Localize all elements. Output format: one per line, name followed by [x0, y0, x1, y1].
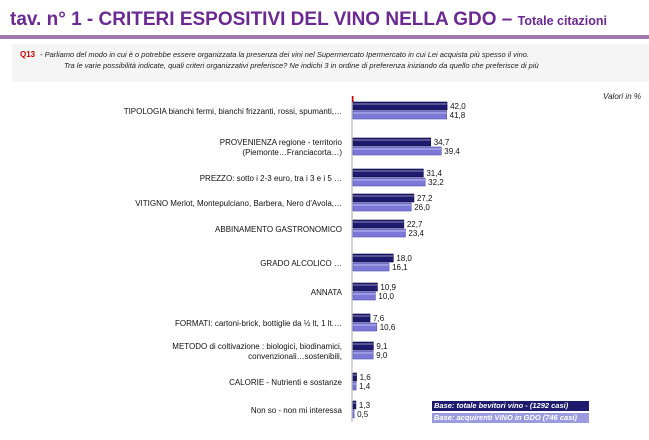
bar-highlight: [353, 352, 374, 354]
bar-highlight: [353, 148, 442, 150]
data-label-series-1: 27,2: [417, 194, 433, 203]
category-label: PREZZO: sotto i 2-3 euro, tra i 3 e i 5 …: [200, 174, 342, 183]
bar-series-1: [352, 282, 378, 292]
data-label-series-1: 22,7: [407, 220, 423, 229]
question-code: Q13: [20, 50, 36, 59]
bar-highlight: [353, 411, 355, 413]
bar-series-2: [352, 291, 376, 301]
bar-highlight: [353, 204, 412, 206]
legend-series-2: Base: acquirenti VINO in GDO (746 casi): [432, 413, 589, 423]
data-label-series-1: 7,6: [373, 314, 385, 323]
data-label-series-2: 1,4: [359, 382, 371, 391]
bar-highlight: [353, 324, 377, 326]
category-label: FORMATI: cartoni-brick, bottiglie da ½ l…: [175, 319, 342, 328]
data-label-series-2: 39,4: [444, 147, 460, 156]
category-label: ANNATA: [311, 288, 343, 297]
bar-series-2: [352, 146, 442, 156]
data-label-series-2: 23,4: [408, 229, 424, 238]
question-box: Q13 - Parliamo del modo in cui è o potre…: [12, 44, 649, 82]
bar-series-1: [352, 219, 405, 229]
category-label: CALORIE - Nutrienti e sostanze: [229, 378, 342, 387]
data-label-series-1: 34,7: [434, 138, 450, 147]
category-label: GRADO ALCOLICO …: [260, 259, 342, 268]
bar-highlight: [353, 264, 390, 266]
bar-highlight: [353, 293, 376, 295]
bar-series-1: [352, 101, 448, 111]
data-label-series-2: 9,0: [376, 351, 388, 360]
bar-highlight: [353, 343, 374, 345]
bar-highlight: [353, 103, 448, 105]
category-label: PROVENIENZA regione - territorio: [220, 138, 343, 147]
category-label: ABBINAMENTO GASTRONOMICO: [215, 225, 342, 234]
question-line-1: - Parliamo del modo in cui è o potrebbe …: [40, 50, 530, 59]
title-sub: Totale citazioni: [517, 14, 608, 28]
bar-series-2: [352, 409, 355, 419]
bar-highlight: [353, 112, 447, 114]
data-label-series-2: 16,1: [392, 263, 408, 272]
bar-highlight: [353, 139, 431, 141]
bar-series-2: [352, 110, 447, 120]
data-label-series-2: 0,5: [357, 410, 369, 419]
data-label-series-2: 10,6: [380, 323, 396, 332]
bar-series-1: [352, 313, 371, 323]
page-title: tav. n° 1 - CRITERI ESPOSITIVI DEL VINO …: [10, 9, 607, 31]
category-label: convenzionali…sostenibili,: [248, 352, 342, 361]
legend-series-1: Base: totale bevitori vino - (1292 casi): [432, 401, 589, 411]
data-label-series-1: 18,0: [396, 254, 412, 263]
bar-series-1: [352, 372, 357, 382]
data-label-series-2: 41,8: [450, 111, 466, 120]
bar-highlight: [353, 255, 394, 257]
bar-series-2: [352, 177, 426, 187]
data-label-series-2: 32,2: [428, 178, 444, 187]
bar-highlight: [353, 374, 357, 376]
bar-series-2: [352, 350, 374, 360]
bar-series-1: [352, 253, 394, 263]
bar-series-2: [352, 262, 390, 272]
data-label-series-2: 26,0: [414, 203, 430, 212]
bar-highlight: [353, 315, 371, 317]
bar-series-1: [352, 193, 415, 203]
bar-series-1: [352, 341, 374, 351]
bar-highlight: [353, 221, 404, 223]
data-label-series-1: 42,0: [450, 102, 466, 111]
category-label: VITIGNO Merlot, Montepulciano, Barbera, …: [135, 199, 342, 208]
category-label: (Piemonte…Franciacorta…): [242, 148, 342, 157]
bar-series-2: [352, 228, 406, 238]
bar-highlight: [353, 284, 378, 286]
category-label: METODO di coltivazione : biologici, biod…: [172, 342, 342, 351]
bar-highlight: [353, 230, 406, 232]
header-divider: [0, 35, 649, 39]
data-label-series-1: 10,9: [380, 283, 396, 292]
bar-series-1: [352, 400, 357, 410]
bar-highlight: [353, 170, 424, 172]
bar-highlight: [353, 383, 357, 385]
category-label: TIPOLOGIA bianchi fermi, bianchi frizzan…: [124, 107, 342, 116]
bar-series-2: [352, 322, 378, 332]
unit-label: Valori in %: [603, 92, 641, 101]
data-label-series-1: 31,4: [426, 169, 442, 178]
bar-series-1: [352, 137, 432, 147]
category-label: Non so - non mi interessa: [251, 406, 343, 415]
title-main: tav. n° 1 - CRITERI ESPOSITIVI DEL VINO …: [10, 9, 518, 30]
bar-series-2: [352, 202, 412, 212]
bar-series-1: [352, 168, 424, 178]
data-label-series-1: 1,6: [360, 373, 372, 382]
question-line-2: Tra le varie possibilità indicate, quali…: [64, 61, 539, 70]
data-label-series-1: 1,3: [359, 401, 371, 410]
bar-highlight: [353, 402, 356, 404]
data-label-series-2: 10,0: [378, 292, 394, 301]
bar-series-2: [352, 381, 357, 391]
bar-highlight: [353, 195, 414, 197]
axis-marker: [352, 96, 354, 102]
bar-highlight: [353, 179, 426, 181]
data-label-series-1: 9,1: [376, 342, 388, 351]
